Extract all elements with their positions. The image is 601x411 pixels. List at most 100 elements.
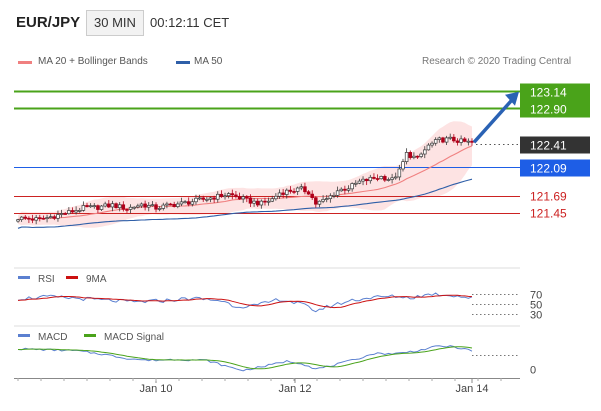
candle-body <box>379 176 383 180</box>
candle-body <box>408 152 413 158</box>
candle-body <box>444 137 449 143</box>
ma20-legend-label: MA 20 + Bollinger Bands <box>38 56 148 67</box>
ma20-legend-swatch <box>18 61 32 64</box>
candle-body <box>161 204 166 209</box>
candle-body <box>393 176 398 179</box>
candle-body <box>208 197 213 200</box>
rsi-ma-line <box>17 294 473 309</box>
ma-layer <box>17 145 473 229</box>
rsi-legend-label: RSI <box>38 274 55 285</box>
candle-body <box>16 219 20 222</box>
candle-body <box>190 201 195 205</box>
candle-body <box>41 217 46 220</box>
projection-layer <box>472 91 519 144</box>
bollinger-band-layer <box>18 121 472 228</box>
candle-body <box>383 176 387 181</box>
candle-body <box>386 179 391 181</box>
candle-body <box>433 139 438 144</box>
candle-body <box>121 204 126 210</box>
candle-body <box>63 213 67 215</box>
rsi-level-label-50: 50 <box>530 300 542 312</box>
candle-body <box>285 189 289 195</box>
candle-body <box>241 196 245 200</box>
rsi-line <box>17 292 473 313</box>
candle-body <box>270 198 274 202</box>
level-tag-text-122-41: 122.41 <box>530 139 567 153</box>
credit-text: Research © 2020 Trading Central <box>422 56 572 67</box>
macd-legend-label: MACD <box>38 332 67 343</box>
candle-body <box>201 197 205 200</box>
macd-signal-legend-swatch <box>84 334 96 337</box>
candle-body <box>343 188 347 191</box>
candle-body <box>259 200 264 206</box>
candle-body <box>110 203 115 208</box>
candle-body <box>310 193 314 199</box>
candle-body <box>401 161 405 170</box>
candle-body <box>19 216 24 221</box>
candle-body <box>27 217 31 220</box>
candle-body <box>346 188 351 191</box>
candle-body <box>321 199 325 202</box>
candle-body <box>412 155 416 158</box>
candle-body <box>194 197 198 203</box>
candle-body <box>77 210 82 212</box>
candle-body <box>30 218 35 221</box>
ma50-line <box>17 178 473 229</box>
macd-zero-label: 0 <box>530 365 536 377</box>
level-tag-122-09 <box>520 159 590 177</box>
candle-body <box>132 206 136 209</box>
candle-body <box>45 217 49 219</box>
candle-body <box>99 205 104 210</box>
candle-body <box>437 137 442 140</box>
candle-body <box>397 168 402 178</box>
projection-arrow-shaft <box>472 97 515 144</box>
candle-body <box>56 214 60 219</box>
candle-body <box>303 186 307 193</box>
candle-body <box>183 201 187 204</box>
candle-body <box>230 193 235 196</box>
candle-body <box>466 140 471 143</box>
candle-body <box>252 200 256 204</box>
candle-body <box>150 204 155 207</box>
candle-body <box>448 136 452 139</box>
candle-body <box>128 206 133 210</box>
candle-body <box>223 195 227 198</box>
candle-body <box>423 149 427 155</box>
candle-body <box>295 187 300 192</box>
interval-tab[interactable]: 30 MIN <box>86 10 144 36</box>
candle-body <box>274 195 278 200</box>
candle-body <box>96 205 100 210</box>
candle-body <box>288 189 293 192</box>
bollinger-band-area <box>18 121 472 228</box>
candle-body <box>237 196 242 200</box>
candle-body <box>332 195 336 197</box>
candle-body <box>205 198 209 201</box>
rsi-level-label-70: 70 <box>530 290 542 302</box>
candle-body <box>197 197 202 200</box>
candle-body <box>361 178 365 182</box>
level-tag-122-90 <box>520 100 590 118</box>
rsi-ma-legend-swatch <box>66 276 78 279</box>
candle-body <box>59 213 64 215</box>
macd-signal-legend-label: MACD Signal <box>104 332 164 343</box>
candle-body <box>179 201 184 205</box>
candle-body <box>226 193 231 197</box>
candle-body <box>390 177 394 180</box>
candle-body <box>52 216 57 219</box>
candle-body <box>154 204 158 210</box>
candle-body <box>372 176 376 179</box>
candle-body <box>147 205 151 208</box>
level-tag-text-122-09: 122.09 <box>530 162 567 176</box>
candle-body <box>219 193 224 198</box>
time-tick-label: Jan 14 <box>455 383 488 395</box>
projection-arrow-head <box>505 91 519 106</box>
level-tag-text-123-14: 123.14 <box>530 86 567 100</box>
candle-body <box>165 203 169 206</box>
level-label-121-45: 121.45 <box>530 207 567 221</box>
candle-body <box>48 216 53 219</box>
candle-body <box>419 153 423 157</box>
candle-body <box>172 203 176 207</box>
candle-body <box>136 205 140 208</box>
ma50-legend-label: MA 50 <box>194 56 223 67</box>
